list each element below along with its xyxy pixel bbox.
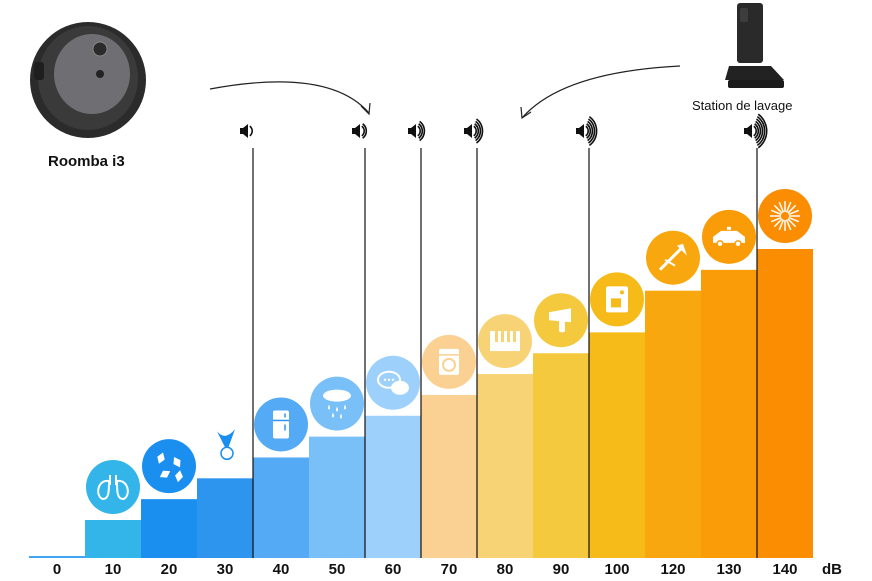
leaves-icon <box>142 439 196 494</box>
washing-machine-icon <box>422 334 476 389</box>
lungs-icon <box>86 460 140 514</box>
bar-20 <box>141 499 197 558</box>
refrigerator-icon <box>254 397 308 452</box>
tick-label-40: 40 <box>273 561 290 578</box>
tick-label-80: 80 <box>497 561 514 578</box>
tick-label-100: 100 <box>604 561 629 578</box>
tick-label-70: 70 <box>441 561 458 578</box>
rain-icon <box>310 376 364 431</box>
tick-label-90: 90 <box>553 561 570 578</box>
trombone-icon <box>646 230 700 285</box>
tick-label-60: 60 <box>385 561 402 578</box>
fireworks-icon <box>758 189 812 243</box>
bar-90 <box>533 353 589 558</box>
bar-40 <box>253 457 309 558</box>
piano-icon <box>478 314 532 369</box>
police-car-icon <box>702 209 756 264</box>
station-level-arrow <box>521 65 681 119</box>
tick-label-10: 10 <box>105 561 122 578</box>
roomba-robot-icon <box>30 22 146 138</box>
bar-30 <box>197 478 253 558</box>
bar-130 <box>701 269 757 558</box>
whisper-icon <box>217 429 235 461</box>
unit-label: dB <box>822 561 842 578</box>
robot-level-arrow <box>209 81 370 114</box>
bar-140 <box>757 249 813 558</box>
speaker-icon <box>576 115 598 147</box>
tick-label-0: 0 <box>53 561 61 578</box>
bar-60 <box>365 415 421 558</box>
speaker-icon <box>744 113 768 149</box>
tick-label-50: 50 <box>329 561 346 578</box>
docking-station-icon <box>725 3 784 88</box>
bar-50 <box>309 436 365 558</box>
bar-120 <box>645 290 701 558</box>
tick-label-30: 30 <box>217 561 234 578</box>
speaker-icon <box>408 120 426 142</box>
coffee-machine-icon <box>590 272 644 327</box>
hair-dryer-icon <box>534 293 588 348</box>
speaker-icon <box>352 123 368 139</box>
roomba-label: Roomba i3 <box>48 153 125 170</box>
tick-label-20: 20 <box>161 561 178 578</box>
tick-label-140: 140 <box>772 561 797 578</box>
bar-0 <box>29 556 85 558</box>
speaker-icon <box>464 118 484 144</box>
bar-10 <box>85 520 141 558</box>
tick-label-120: 120 <box>660 561 685 578</box>
bar-70 <box>421 394 477 558</box>
tick-label-130: 130 <box>716 561 741 578</box>
chat-icon <box>366 355 420 410</box>
station-label: Station de lavage <box>692 98 793 113</box>
bar-80 <box>477 374 533 558</box>
bar-100 <box>589 332 645 558</box>
speaker-icon <box>240 124 253 138</box>
